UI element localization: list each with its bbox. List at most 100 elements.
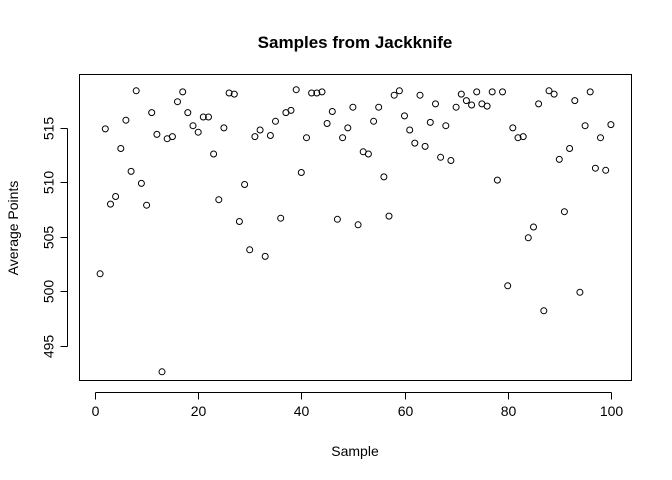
data-point xyxy=(153,130,161,138)
data-point xyxy=(566,145,574,152)
data-point xyxy=(452,103,460,111)
data-point xyxy=(576,288,584,296)
data-point xyxy=(483,102,491,110)
y-tick-label: 495 xyxy=(41,335,57,359)
y-tick-label: 515 xyxy=(41,117,57,141)
data-point xyxy=(602,166,610,174)
data-point xyxy=(137,179,145,187)
data-point xyxy=(132,87,140,95)
data-point xyxy=(421,142,429,150)
data-point xyxy=(514,134,522,142)
data-point xyxy=(158,368,166,376)
data-point xyxy=(168,133,176,141)
data-point xyxy=(535,100,543,108)
x-tick-label: 20 xyxy=(191,403,207,419)
x-tick-label: 60 xyxy=(398,403,414,419)
x-axis: 0 20 40 60 80 100 xyxy=(92,392,624,419)
data-point xyxy=(272,117,279,125)
data-point xyxy=(370,117,378,125)
data-point xyxy=(112,193,120,200)
data-points xyxy=(96,86,615,376)
data-point xyxy=(184,109,192,117)
x-tick-label: 40 xyxy=(294,403,310,419)
data-point xyxy=(344,124,352,132)
data-point xyxy=(586,88,594,96)
data-point xyxy=(462,97,470,105)
data-point xyxy=(390,91,398,99)
data-point xyxy=(545,87,553,95)
data-point xyxy=(524,234,532,242)
data-point xyxy=(210,150,218,158)
data-point xyxy=(308,89,316,97)
data-point xyxy=(571,97,579,105)
data-point xyxy=(401,112,408,120)
y-tick-label: 505 xyxy=(41,226,57,250)
data-point xyxy=(256,126,264,134)
data-point xyxy=(189,122,197,130)
data-point xyxy=(241,181,249,188)
data-point xyxy=(473,88,481,96)
data-point xyxy=(333,215,341,223)
data-point xyxy=(581,122,589,130)
chart-title: Samples from Jackknife xyxy=(258,33,453,52)
data-point xyxy=(297,169,305,176)
data-point xyxy=(375,103,383,111)
data-point xyxy=(488,88,496,96)
data-point xyxy=(287,106,295,114)
data-point xyxy=(266,132,274,139)
data-point xyxy=(509,124,517,132)
data-point xyxy=(411,139,419,147)
data-point xyxy=(499,88,506,96)
data-point xyxy=(416,91,424,99)
data-point xyxy=(607,121,615,129)
data-point xyxy=(179,88,187,96)
y-tick-label: 510 xyxy=(41,171,57,195)
data-point xyxy=(468,101,476,109)
x-tick-label: 0 xyxy=(92,403,100,419)
data-point xyxy=(318,88,326,96)
data-point xyxy=(364,150,372,158)
data-point xyxy=(597,134,604,142)
data-point xyxy=(277,214,285,222)
data-point xyxy=(504,282,512,290)
data-point xyxy=(442,122,450,130)
data-point xyxy=(225,89,233,97)
data-point xyxy=(194,128,202,136)
data-point xyxy=(313,89,321,97)
y-axis: 495 500 505 510 515 xyxy=(41,117,68,359)
data-point xyxy=(215,196,223,204)
data-point xyxy=(107,200,114,208)
data-point xyxy=(261,252,269,260)
data-point xyxy=(117,145,125,152)
data-point xyxy=(406,126,414,134)
data-point xyxy=(199,113,207,121)
data-point xyxy=(251,133,259,141)
data-point xyxy=(591,164,599,172)
data-point xyxy=(328,108,336,115)
data-point xyxy=(426,118,434,126)
data-point xyxy=(437,153,445,161)
data-point xyxy=(246,246,254,254)
data-point xyxy=(148,109,156,117)
data-point xyxy=(349,103,357,111)
x-tick-label: 100 xyxy=(600,403,624,419)
data-point xyxy=(432,100,439,108)
data-point xyxy=(101,125,109,133)
data-point xyxy=(235,218,243,225)
data-point xyxy=(555,155,563,163)
data-point xyxy=(96,270,104,278)
data-point xyxy=(122,116,130,124)
data-point xyxy=(457,90,465,98)
data-point xyxy=(493,176,501,184)
data-point xyxy=(550,90,558,98)
data-point xyxy=(380,173,388,181)
data-point xyxy=(540,307,548,315)
y-tick-label: 500 xyxy=(41,280,57,304)
data-point xyxy=(519,133,527,141)
data-point xyxy=(339,134,347,142)
data-point xyxy=(230,90,238,98)
data-point xyxy=(530,223,537,231)
data-point xyxy=(292,86,300,94)
x-axis-label: Sample xyxy=(331,443,379,459)
